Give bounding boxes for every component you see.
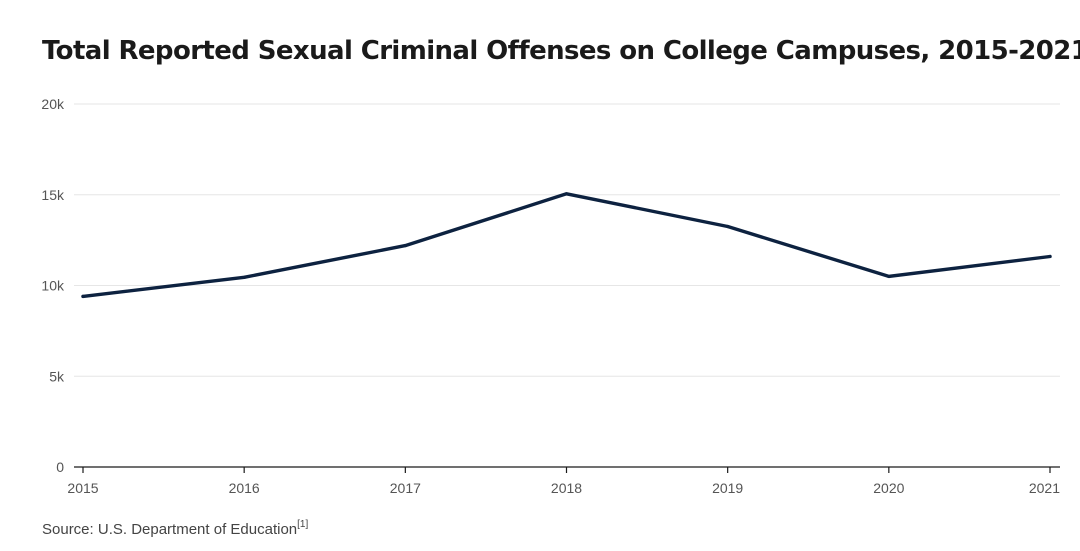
x-axis: 2015 2016 2017 2018 2019 2020 2021: [67, 466, 1060, 496]
y-tick-label: 15k: [41, 187, 65, 203]
x-tick-label: 2016: [229, 480, 260, 496]
x-tick-label: 2019: [712, 480, 743, 496]
y-axis-tick-labels: 0 5k 10k 15k 20k: [41, 96, 65, 475]
x-tick-label: 2017: [390, 480, 421, 496]
y-tick-label: 20k: [41, 96, 65, 112]
series-line: [81, 192, 1052, 299]
x-tick-label: 2015: [67, 480, 98, 496]
x-tick-label: 2020: [873, 480, 904, 496]
source-text: Source: U.S. Department of Education: [42, 521, 298, 538]
data-point: [81, 294, 85, 298]
data-point: [242, 275, 246, 279]
gridlines: [74, 103, 1060, 377]
source-note: Source: U.S. Department of Education[1]: [42, 519, 309, 538]
y-tick-label: 0: [56, 459, 64, 475]
y-tick-label: 10k: [41, 278, 65, 294]
data-point: [403, 243, 407, 248]
y-tick-label: 5k: [49, 368, 65, 384]
footnote-marker: [1]: [297, 519, 309, 530]
x-tick-label: 2021: [1029, 480, 1060, 496]
x-tick-label: 2018: [551, 480, 582, 496]
chart-title: Total Reported Sexual Criminal Offenses …: [42, 36, 1080, 66]
data-point: [887, 274, 891, 279]
series-lines: [81, 192, 1052, 299]
data-point: [1048, 254, 1052, 259]
data-point: [564, 192, 569, 196]
data-point: [726, 224, 730, 229]
